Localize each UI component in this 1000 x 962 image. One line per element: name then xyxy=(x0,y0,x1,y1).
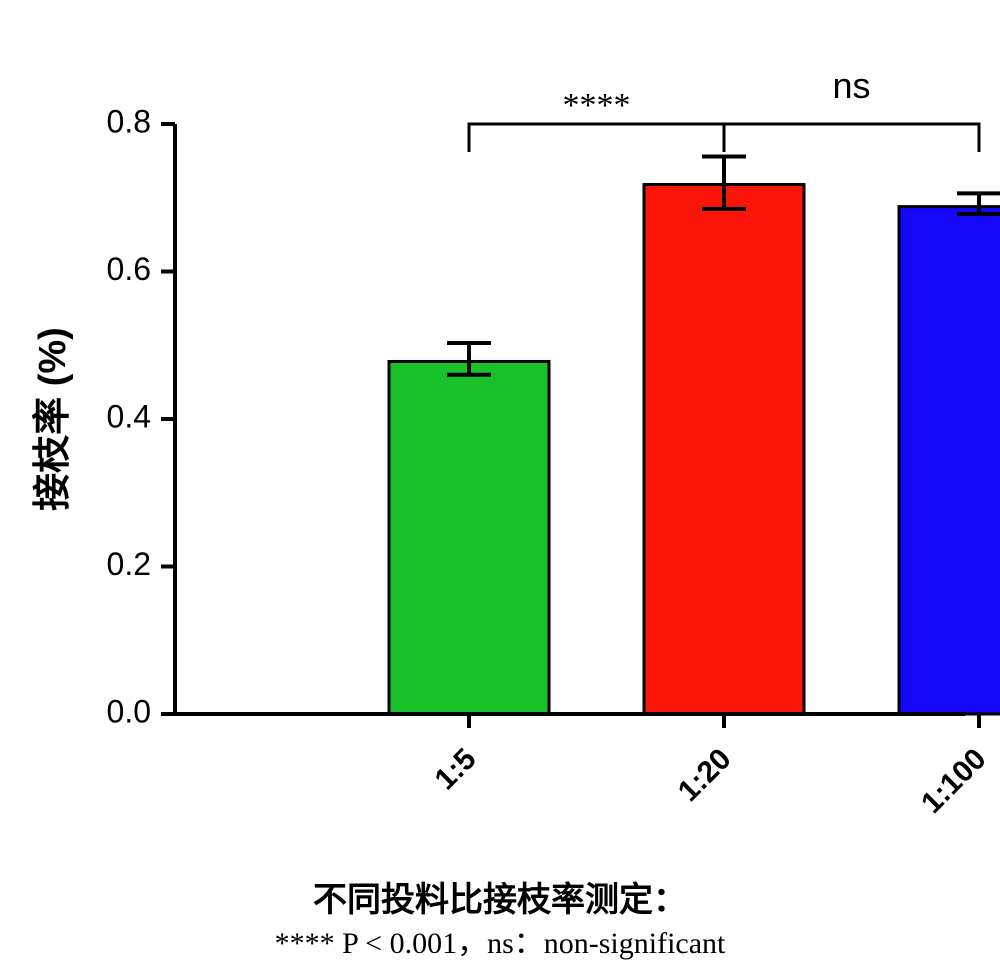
x-tick-label-2: 1:100 xyxy=(915,742,993,820)
x-tick-label-1: 1:20 xyxy=(672,742,738,808)
caption-title: 不同投料比接枝率测定： xyxy=(0,872,1000,921)
sig-label-1: ns xyxy=(832,65,870,106)
y-tick-label-2: 0.4 xyxy=(107,398,151,434)
y-tick-label-3: 0.6 xyxy=(107,251,151,287)
y-tick-label-1: 0.2 xyxy=(107,546,151,582)
sig-bracket-1 xyxy=(724,124,979,152)
x-tick-label-0: 1:5 xyxy=(429,742,483,796)
bar-0 xyxy=(389,361,549,714)
y-tick-label-0: 0.0 xyxy=(107,693,151,729)
y-axis-label: 接枝率 (%) xyxy=(32,327,74,511)
bar-1 xyxy=(644,184,804,714)
bar-chart: 0.0 0.2 0.4 0.6 0.8 1:5 1:20 1:100 接枝率 (%) **** ns xyxy=(0,0,1000,860)
chart-page: 0.0 0.2 0.4 0.6 0.8 1:5 1:20 1:100 接枝率 (%) **** ns… xyxy=(0,0,1000,957)
sig-bracket-0 xyxy=(469,124,724,152)
bar-2 xyxy=(899,207,1000,714)
caption-subtitle: **** P < 0.001，ns：non-significant xyxy=(0,918,1000,962)
sig-label-0: **** xyxy=(563,87,631,124)
y-tick-label-4: 0.8 xyxy=(107,103,151,139)
